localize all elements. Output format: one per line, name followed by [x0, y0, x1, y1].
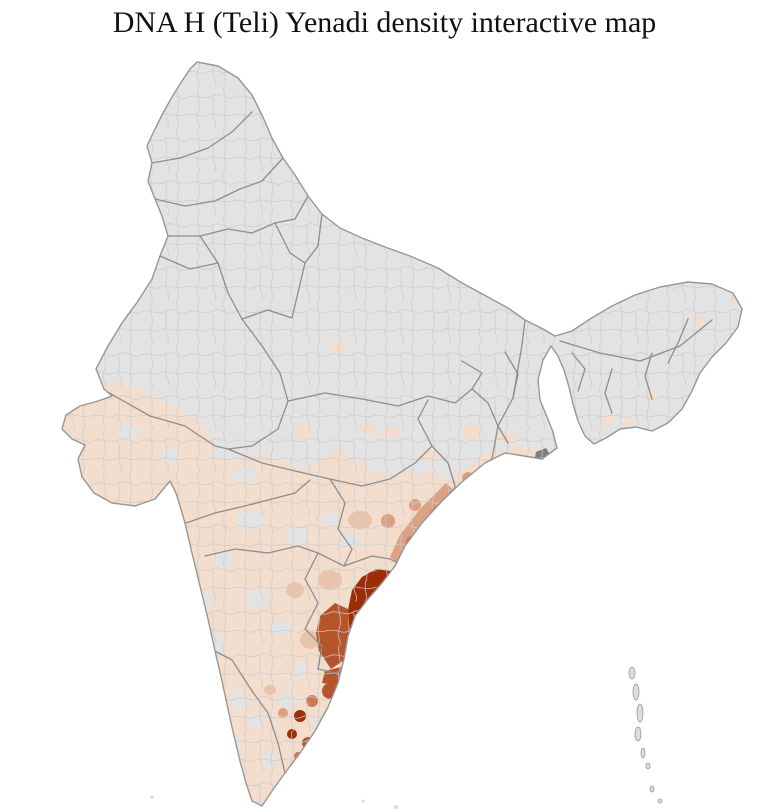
page-title: DNA H (Teli) Yenadi density interactive …: [112, 6, 657, 39]
india-outline: [61, 61, 743, 807]
andaman-nicobar-islands[interactable]: [628, 666, 663, 804]
state-boundaries: [103, 111, 713, 774]
offshore-island-specks: [150, 795, 399, 809]
